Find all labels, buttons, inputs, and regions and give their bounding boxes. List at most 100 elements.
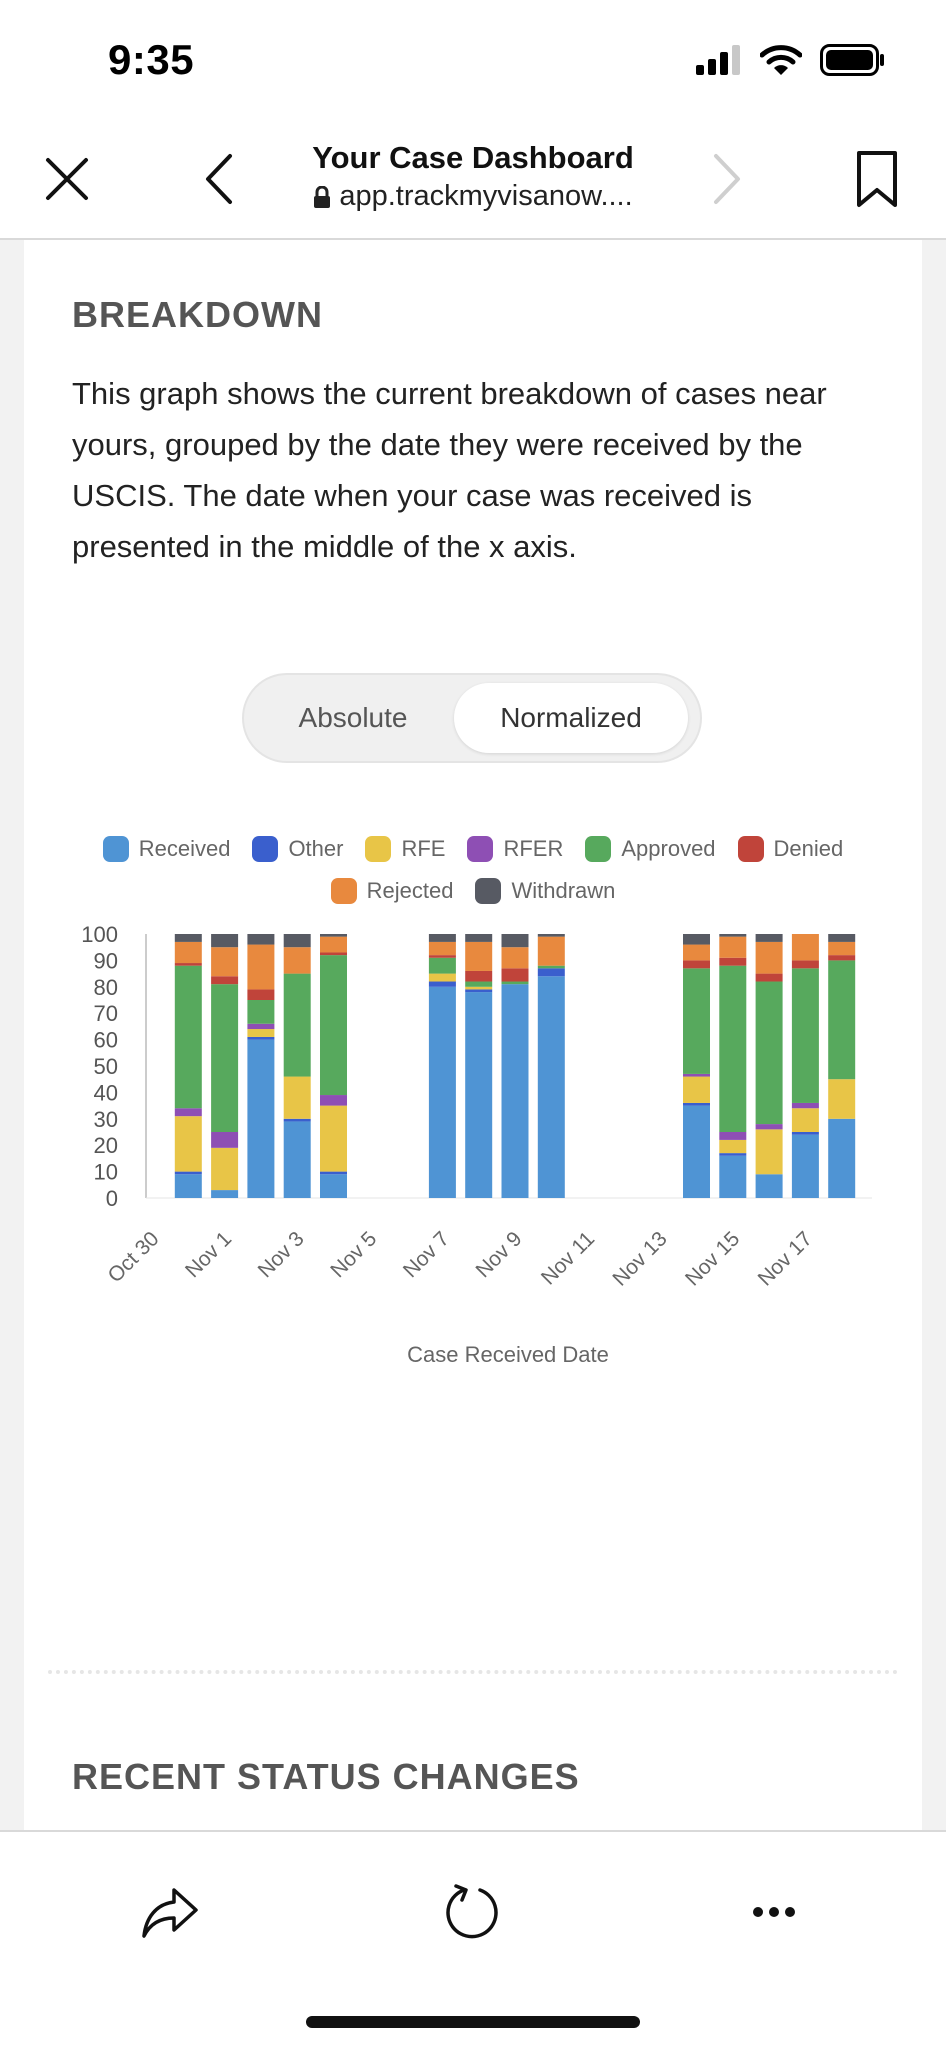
bar-segment-rfe[interactable]: [247, 1029, 275, 1037]
bar-segment-denied[interactable]: [247, 989, 275, 1000]
bar-segment-rfe[interactable]: [791, 1108, 819, 1132]
bar-segment-received[interactable]: [247, 1039, 275, 1198]
bar-segment-withdrawn[interactable]: [719, 934, 747, 937]
toggle-absolute[interactable]: Absolute: [298, 702, 408, 733]
bar-segment-rfe[interactable]: [283, 1076, 311, 1119]
bar-segment-other[interactable]: [428, 981, 456, 987]
bar-segment-approved[interactable]: [283, 973, 311, 1077]
bar-segment-denied[interactable]: [428, 955, 456, 958]
bar-segment-received[interactable]: [683, 1105, 710, 1198]
bar-segment-approved[interactable]: [791, 968, 819, 1103]
bar-segment-approved[interactable]: [428, 957, 456, 974]
bar-segment-rfe[interactable]: [320, 1105, 347, 1172]
bar-segment-withdrawn[interactable]: [283, 934, 311, 948]
bar-segment-other[interactable]: [683, 1102, 710, 1106]
bar-segment-rfer[interactable]: [683, 1073, 710, 1077]
bar-segment-approved[interactable]: [828, 960, 856, 1080]
bar-segment-rfer[interactable]: [320, 1095, 347, 1106]
bar-segment-received[interactable]: [719, 1155, 747, 1198]
bar-segment-rfe[interactable]: [755, 1129, 783, 1175]
bar-segment-rejected[interactable]: [247, 944, 275, 990]
bar-segment-received[interactable]: [283, 1121, 311, 1198]
bar-segment-withdrawn[interactable]: [211, 934, 239, 948]
bar-segment-denied[interactable]: [174, 963, 202, 966]
bar-segment-withdrawn[interactable]: [247, 934, 275, 945]
bar-segment-approved[interactable]: [320, 955, 347, 1096]
bar-segment-rejected[interactable]: [683, 944, 710, 961]
page-content[interactable]: BREAKDOWN This graph shows the current b…: [0, 240, 946, 1830]
bar-segment-withdrawn[interactable]: [537, 934, 565, 937]
bar-segment-rfe[interactable]: [465, 986, 493, 990]
bar-segment-received[interactable]: [428, 986, 456, 1198]
bar-segment-rejected[interactable]: [174, 941, 202, 964]
bar-segment-rfe[interactable]: [428, 973, 456, 982]
bar-segment-rejected[interactable]: [465, 941, 493, 971]
bar-segment-rejected[interactable]: [320, 936, 347, 953]
bar-segment-other[interactable]: [247, 1036, 275, 1040]
bar-segment-approved[interactable]: [755, 981, 783, 1125]
bar-segment-approved[interactable]: [247, 1000, 275, 1024]
share-button[interactable]: [130, 1872, 210, 1952]
bar-segment-withdrawn[interactable]: [320, 934, 347, 937]
bar-segment-approved[interactable]: [174, 965, 202, 1109]
bar-segment-denied[interactable]: [755, 973, 783, 982]
bar-segment-rejected[interactable]: [501, 947, 529, 969]
legend-item-withdrawn[interactable]: Withdrawn: [475, 878, 615, 904]
legend-item-received[interactable]: Received: [102, 836, 230, 862]
bar-segment-denied[interactable]: [828, 955, 856, 961]
bar-segment-withdrawn[interactable]: [828, 934, 856, 942]
legend-item-denied[interactable]: Denied: [737, 836, 843, 862]
toggle-normalized[interactable]: Normalized: [454, 683, 688, 753]
bar-segment-approved[interactable]: [683, 968, 710, 1074]
bar-segment-approved[interactable]: [211, 984, 239, 1132]
bar-segment-denied[interactable]: [501, 968, 529, 982]
bar-segment-approved[interactable]: [719, 965, 747, 1132]
bar-segment-withdrawn[interactable]: [501, 934, 529, 948]
bar-segment-denied[interactable]: [465, 970, 493, 982]
close-button[interactable]: [32, 144, 102, 214]
legend-item-rfe[interactable]: RFE: [365, 836, 445, 862]
bar-segment-rfe[interactable]: [683, 1076, 710, 1103]
bar-segment-withdrawn[interactable]: [755, 934, 783, 942]
legend-item-rfer[interactable]: RFER: [467, 836, 563, 862]
bar-segment-denied[interactable]: [211, 976, 239, 985]
bar-segment-rejected[interactable]: [283, 947, 311, 974]
url-display[interactable]: app.trackmyvisanow....: [200, 180, 746, 213]
bar-segment-received[interactable]: [537, 976, 565, 1198]
bar-segment-rejected[interactable]: [755, 941, 783, 974]
reload-button[interactable]: [432, 1872, 512, 1952]
bar-segment-received[interactable]: [211, 1190, 239, 1198]
bar-segment-approved[interactable]: [501, 981, 529, 985]
bar-segment-rfe[interactable]: [828, 1079, 856, 1119]
bar-segment-rejected[interactable]: [828, 941, 856, 956]
bar-segment-rfer[interactable]: [719, 1132, 747, 1140]
bar-segment-denied[interactable]: [719, 957, 747, 966]
bar-segment-other[interactable]: [320, 1171, 347, 1175]
bar-segment-denied[interactable]: [320, 952, 347, 956]
more-button[interactable]: [734, 1872, 814, 1952]
bar-segment-rejected[interactable]: [537, 936, 565, 966]
bar-segment-rfer[interactable]: [211, 1132, 239, 1148]
bar-segment-received[interactable]: [755, 1174, 783, 1198]
bar-segment-rejected[interactable]: [428, 941, 456, 956]
bar-segment-rejected[interactable]: [719, 936, 747, 958]
bar-segment-withdrawn[interactable]: [683, 934, 710, 945]
bar-segment-approved[interactable]: [465, 981, 493, 987]
legend-item-other[interactable]: Other: [252, 836, 343, 862]
bar-segment-rejected[interactable]: [791, 934, 819, 961]
bar-segment-rfe[interactable]: [719, 1139, 747, 1154]
bar-segment-other[interactable]: [537, 968, 565, 977]
bar-segment-received[interactable]: [828, 1118, 856, 1198]
bar-segment-withdrawn[interactable]: [465, 934, 493, 942]
bar-segment-other[interactable]: [791, 1132, 819, 1135]
bar-segment-denied[interactable]: [791, 960, 819, 969]
legend-item-rejected[interactable]: Rejected: [330, 878, 453, 904]
forward-button[interactable]: [692, 144, 762, 214]
bar-segment-rfe[interactable]: [211, 1147, 239, 1191]
bar-segment-approved[interactable]: [537, 965, 565, 969]
bar-segment-other[interactable]: [719, 1153, 747, 1156]
bar-segment-received[interactable]: [501, 984, 529, 1198]
bar-segment-other[interactable]: [174, 1171, 202, 1175]
legend-item-approved[interactable]: Approved: [585, 836, 716, 862]
bar-segment-rfe[interactable]: [174, 1116, 202, 1172]
